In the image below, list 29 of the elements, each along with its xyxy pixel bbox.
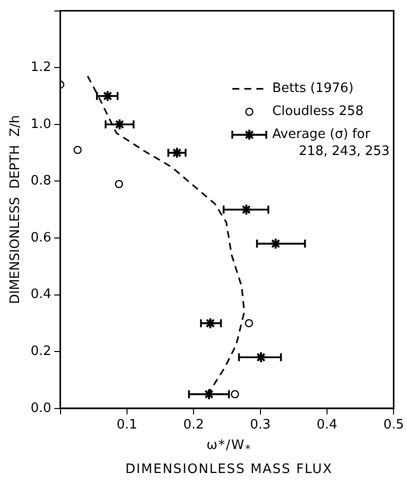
y-tick-label: 0.2	[30, 344, 52, 359]
point	[244, 319, 254, 328]
x-tick-label: 0.5	[383, 418, 404, 433]
x-tick-label: 0.2	[183, 418, 204, 433]
x-tick-label: 0.4	[316, 418, 338, 433]
y-axis-title: DIMENSIONLESS DEPTH Z/h	[8, 115, 24, 304]
x-axis-title: ω*/W$_{*}$ DIMENSIONLESS MASS FLUX	[124, 437, 334, 479]
point	[202, 388, 215, 400]
x-tick-label: 0.3	[250, 418, 271, 433]
point	[230, 390, 240, 398]
y-tick-label: 1.2	[30, 60, 52, 75]
y-tick-label: 0.6	[30, 230, 52, 246]
point	[170, 146, 183, 159]
point	[240, 204, 252, 216]
point	[102, 90, 114, 102]
legend-label: Betts (1976)	[272, 81, 354, 96]
y-tick-label: 1.0	[30, 116, 52, 132]
y-tick-label: 0.8	[30, 174, 52, 189]
point	[254, 351, 267, 364]
legend-label: Cloudless 258	[272, 104, 364, 120]
point	[114, 118, 126, 130]
x-tick-label: 0.1	[116, 418, 138, 433]
legend-label: Average (σ) for 218, 243, 253	[272, 127, 390, 160]
point	[204, 317, 216, 330]
y-tick-label: 0.4	[30, 287, 52, 302]
point	[270, 238, 282, 250]
y-tick-label: 0.0	[30, 400, 52, 416]
point	[114, 180, 124, 188]
point	[74, 146, 82, 154]
